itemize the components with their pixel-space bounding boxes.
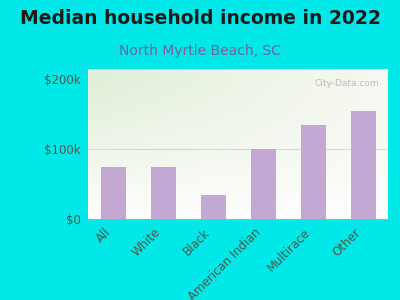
Bar — [150, 167, 176, 219]
Bar — [100, 167, 126, 219]
Bar — [200, 195, 226, 219]
Bar — [350, 111, 376, 219]
Bar — [300, 125, 326, 219]
Text: North Myrtle Beach, SC: North Myrtle Beach, SC — [119, 44, 281, 58]
Text: Median household income in 2022: Median household income in 2022 — [20, 9, 380, 28]
Text: City-Data.com: City-Data.com — [314, 80, 379, 88]
Bar — [250, 149, 276, 219]
